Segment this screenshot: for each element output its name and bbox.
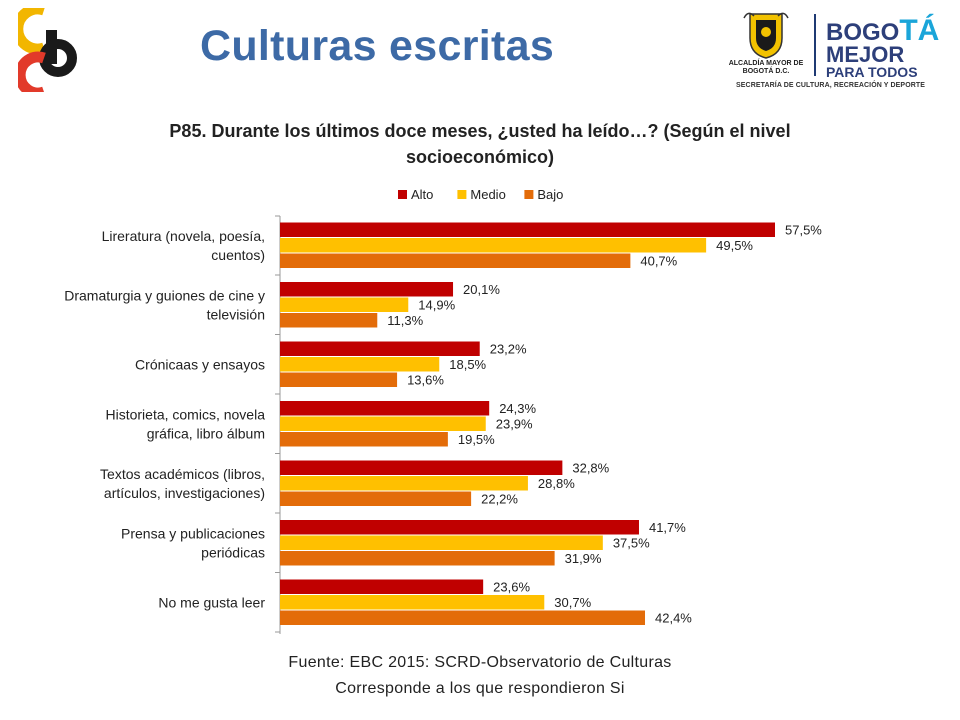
bar-alto: [280, 579, 484, 594]
data-label-bajo: 42,4%: [655, 611, 692, 626]
legend-swatch-medio: [457, 190, 467, 199]
category-label: cuentos): [211, 247, 265, 263]
coat-of-arms-icon: [743, 12, 789, 59]
data-label-bajo: 19,5%: [458, 432, 495, 447]
bar-alto: [280, 401, 490, 416]
data-label-alto: 57,5%: [785, 223, 822, 238]
legend-label-medio: Medio: [470, 187, 505, 202]
bar-alto: [280, 341, 480, 356]
brand-line-1a: BOGO: [826, 19, 900, 46]
data-label-medio: 14,9%: [418, 298, 455, 313]
brand-line-2: MEJOR: [826, 42, 905, 67]
data-label-medio: 30,7%: [554, 595, 591, 610]
bar-bajo: [280, 551, 555, 566]
data-label-alto: 24,3%: [499, 401, 536, 416]
category-label: periódicas: [201, 544, 265, 560]
data-label-bajo: 13,6%: [407, 373, 444, 388]
brand-line-1b: TÁ: [899, 14, 940, 47]
data-label-bajo: 40,7%: [640, 254, 677, 269]
category-label: Lireratura (novela, poesía,: [102, 228, 265, 244]
bar-bajo: [280, 610, 646, 625]
bar-medio: [280, 595, 545, 610]
category-label: No me gusta leer: [158, 594, 265, 610]
data-label-alto: 41,7%: [649, 520, 686, 535]
data-label-bajo: 11,3%: [387, 313, 423, 328]
bar-alto: [280, 222, 775, 237]
bar-bajo: [280, 491, 472, 506]
brand-line-3: PARA TODOS: [826, 64, 918, 80]
data-label-alto: 20,1%: [463, 282, 500, 297]
bar-bajo: [280, 372, 398, 387]
data-label-alto: 23,2%: [490, 342, 527, 357]
category-label: Prensa y publicaciones: [121, 525, 265, 541]
category-label: gráfica, libro álbum: [147, 425, 265, 441]
category-label: televisión: [207, 306, 265, 322]
category-label: Dramaturgia y guiones de cine y: [64, 287, 265, 303]
secretaria-label: SECRETARÍA DE CULTURA, RECREACIÓN Y DEPO…: [736, 82, 926, 89]
alcaldia-label: ALCALDÍA MAYOR DE BOGOTÁ D.C.: [728, 60, 804, 75]
legend-swatch-alto: [398, 190, 407, 199]
data-label-medio: 28,8%: [538, 476, 575, 491]
chart-title: P85. Durante los últimos doce meses, ¿us…: [120, 118, 840, 170]
category-label: artículos, investigaciones): [104, 485, 265, 501]
data-label-bajo: 22,2%: [481, 492, 518, 507]
data-label-medio: 23,9%: [496, 417, 533, 432]
data-label-medio: 37,5%: [613, 536, 650, 551]
data-label-alto: 23,6%: [493, 580, 530, 595]
chart-title-line-2: socioeconómico): [405, 147, 555, 167]
culturas-logo: [18, 8, 77, 92]
bar-medio: [280, 238, 707, 253]
logo-divider: [814, 14, 816, 76]
legend-label-alto: Alto: [411, 187, 433, 202]
respondents-note: Corresponde a los que respondieron Si: [335, 680, 625, 697]
alcaldia-logo: ALCALDÍA MAYOR DE BOGOTÁ D.C. BOGOTÁ MEJ…: [726, 8, 942, 92]
bar-alto: [280, 520, 639, 535]
page-title: Culturas escritas: [200, 22, 555, 70]
bar-alto: [280, 282, 454, 297]
category-label: Crónicaas y ensayos: [135, 356, 265, 372]
data-label-bajo: 31,9%: [565, 551, 602, 566]
bar-bajo: [280, 253, 631, 268]
bar-medio: [280, 297, 409, 312]
legend-label-bajo: Bajo: [537, 187, 563, 202]
bar-medio: [280, 357, 440, 372]
legend-swatch-bajo: [524, 190, 534, 199]
bar-bajo: [280, 432, 448, 447]
data-label-medio: 49,5%: [716, 238, 753, 253]
chart-title-line-1: P85. Durante los últimos doce meses, ¿us…: [169, 121, 791, 141]
bar-medio: [280, 535, 603, 550]
category-label: Historieta, comics, novela: [105, 406, 265, 422]
bar-alto: [280, 460, 563, 475]
category-label: Textos académicos (libros,: [100, 466, 265, 482]
bar-bajo: [280, 313, 378, 328]
source-note: Fuente: EBC 2015: SCRD-Observatorio de C…: [288, 654, 672, 671]
bar-medio: [280, 416, 486, 431]
bar-medio: [280, 476, 528, 491]
data-label-alto: 32,8%: [572, 461, 609, 476]
data-label-medio: 18,5%: [449, 357, 486, 372]
